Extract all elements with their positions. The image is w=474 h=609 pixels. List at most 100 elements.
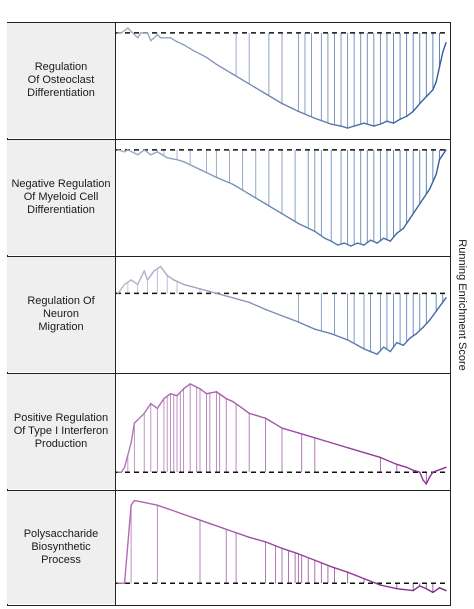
- enrichment-curve-segment-4: [136, 32, 142, 39]
- enrichment-curve-segment-11: [222, 527, 237, 534]
- enrichment-curve-segment-23: [363, 348, 372, 353]
- enrichment-curve-segment-12: [182, 43, 195, 52]
- enrichment-curve-segment-20: [330, 240, 339, 246]
- enrichment-curve-segment-19: [281, 102, 300, 113]
- enrichment-curve-segment-26: [363, 122, 375, 127]
- enrichment-curve-segment-28: [382, 237, 391, 242]
- enrichment-curve-segment-30: [409, 332, 418, 339]
- enrichment-curve-segment-34: [419, 95, 428, 105]
- enrichment-curve-segment-17: [314, 559, 332, 568]
- enrichment-curve-segment-4: [130, 422, 136, 444]
- enrichment-curve-segment-8: [166, 157, 178, 161]
- enrichment-curve-segment-31: [399, 115, 408, 120]
- enrichment-curve-segment-18: [330, 566, 349, 573]
- enrichment-curve-segment-24: [419, 585, 428, 590]
- enrichment-curve-segment-16: [297, 553, 316, 561]
- enrichment-curve-segment-20: [248, 412, 267, 419]
- enrichment-curve-segment-29: [386, 120, 395, 124]
- enrichment-curve-segment-14: [205, 56, 218, 65]
- enrichment-curve-segment-26: [382, 346, 391, 353]
- enrichment-curve-segment-27: [376, 237, 385, 244]
- enrichment-curve-segment-6: [146, 270, 155, 281]
- enrichment-curve-segment-26: [346, 446, 365, 454]
- enrichment-curve-segment-2: [120, 466, 126, 473]
- enrichment-curve-segment-35: [428, 471, 434, 478]
- enrichment-curve-segment-27: [373, 123, 382, 127]
- enrichment-curve-segment-23: [412, 585, 421, 592]
- enrichment-curve-segment-16: [232, 73, 250, 85]
- enrichment-curve-segment-5: [133, 412, 145, 424]
- enrichment-curve-segment-6: [150, 151, 159, 156]
- enrichment-curve-segment-36: [432, 466, 447, 473]
- enrichment-curve-segment-7: [150, 402, 159, 410]
- enrichment-curve-segment-33: [412, 102, 421, 113]
- enrichment-curve-segment-21: [379, 584, 398, 590]
- enrichment-curve-segment-13: [189, 383, 201, 390]
- enrichment-curve-segment-30: [392, 118, 401, 124]
- enrichment-curve-segment-33: [428, 310, 437, 321]
- enrichment-curve-segment-37: [435, 66, 441, 83]
- enrichment-curve-segment-36: [432, 81, 437, 91]
- enrichment-curve-segment-15: [215, 63, 234, 75]
- enrichment-curve-segment-30: [396, 227, 405, 234]
- enrichment-curve-segment-32: [419, 471, 424, 481]
- enrichment-curve-segment-25: [330, 442, 349, 449]
- enrichment-curve-segment-3: [127, 27, 139, 39]
- enrichment-curve-segment-28: [379, 456, 398, 466]
- enrichment-curve-segment-3: [130, 499, 136, 506]
- enrichment-curve-segment-32: [409, 208, 418, 220]
- enrichment-curve-segment-2: [120, 27, 129, 34]
- enrichment-curve-segment-13: [248, 536, 267, 543]
- enrichment-curve-segment-33: [422, 479, 428, 485]
- enrichment-curve-segment-10: [209, 522, 224, 529]
- enrichment-curve-segment-19: [323, 237, 332, 242]
- enrichment-curve-segment-15: [264, 203, 283, 215]
- enrichment-curve-segment-23: [350, 242, 359, 247]
- row-label-3: Regulation Of Neuron Migration: [7, 257, 115, 372]
- enrichment-curve-segment-27: [438, 587, 447, 592]
- enrichment-curve-segment-4: [133, 499, 145, 504]
- enrichment-curve-segment-23: [340, 125, 349, 129]
- enrichment-curve-segment-12: [182, 383, 191, 390]
- row-label-4: Positive Regulation Of Type I Interferon…: [7, 374, 115, 489]
- enrichment-curve-segment-29: [396, 463, 408, 468]
- enrichment-curve-segment-10: [169, 37, 178, 43]
- enrichment-curve-segment-17: [281, 315, 300, 323]
- enrichment-curve-segment-5: [143, 270, 149, 281]
- enrichment-curve-segment-22: [396, 588, 414, 592]
- enrichment-curve-segment-36: [435, 159, 441, 176]
- enrichment-curve-segment-22: [330, 123, 342, 127]
- enrichment-curve-segment-25: [353, 122, 365, 127]
- enrichment-curve-segment-8: [156, 397, 165, 410]
- enrichment-curve-segment-25: [425, 588, 434, 594]
- panel-4: [116, 383, 448, 485]
- enrichment-curve-segment-29: [389, 232, 398, 242]
- enrichment-curve-segment-34: [435, 301, 444, 312]
- enrichment-curve-segment-15: [281, 547, 300, 555]
- enrichment-curve-segment-16: [264, 308, 283, 317]
- enrichment-curve-segment-1: [117, 149, 126, 153]
- enrichment-curve-segment-16: [281, 212, 300, 225]
- row-label-2: Negative Regulation Of Myeloid Cell Diff…: [7, 140, 115, 255]
- enrichment-curve-segment-21: [264, 417, 283, 429]
- enrichment-curve-segment-14: [199, 388, 208, 395]
- enrichment-curve-segment-22: [356, 344, 365, 350]
- enrichment-curve-segment-17: [297, 222, 316, 233]
- enrichment-curve-segment-10: [182, 160, 201, 171]
- enrichment-curve-segment-19: [314, 328, 332, 335]
- enrichment-curve-segment-37: [438, 149, 447, 161]
- enrichment-curve-segment-24: [346, 125, 355, 129]
- enrichment-curve-segment-14: [264, 541, 283, 550]
- enrichment-curve-segment-3: [130, 279, 139, 286]
- enrichment-curve-segment-4: [136, 270, 145, 286]
- enrichment-curve-segment-35: [428, 173, 437, 190]
- enrichment-curve-segment-26: [369, 239, 378, 244]
- enrichment-curve-segment-31: [412, 469, 421, 473]
- y-axis-label: Running Enrichment Score: [456, 239, 468, 371]
- enrichment-curve-segment-17: [225, 397, 234, 403]
- enrichment-curve-segment-12: [215, 176, 234, 185]
- enrichment-curve-segment-6: [156, 504, 172, 511]
- enrichment-curve-segment-18: [314, 230, 326, 239]
- enrichment-curve-segment-31: [415, 326, 424, 335]
- enrichment-curve-segment-14: [248, 193, 267, 205]
